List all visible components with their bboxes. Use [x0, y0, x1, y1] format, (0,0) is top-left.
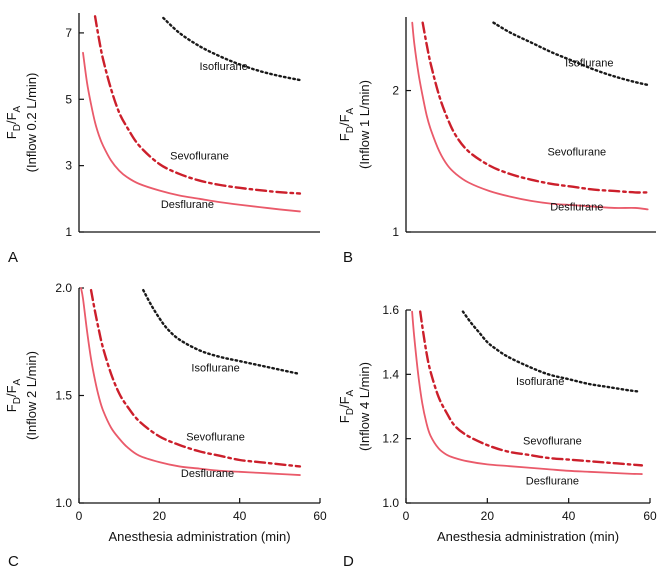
panel-letter: D: [343, 553, 354, 570]
y-axis-label-subscript: D: [12, 397, 23, 404]
y-tick-label: 5: [65, 92, 72, 106]
y-tick-label: 3: [65, 159, 72, 173]
y-axis-label-text: /F: [4, 112, 19, 124]
isoflurane-curve: [142, 288, 302, 376]
y-tick-label: 1.0: [55, 496, 72, 510]
desflurane-curve: [411, 310, 643, 475]
desflurane-curve: [80, 287, 301, 476]
y-axis-label-text: F: [337, 415, 352, 423]
y-axis-label-ratio: FD/FA: [337, 107, 356, 141]
panel-letter: B: [343, 249, 353, 266]
y-axis-label-inflow: (Inflow 4 L/min): [357, 362, 372, 451]
y-axis-label-inflow: (Inflow 2 L/min): [24, 351, 39, 440]
isoflurane-label: Isoflurane: [191, 363, 239, 375]
isoflurane-curve: [461, 310, 639, 393]
sevoflurane-curve: [93, 15, 302, 195]
y-axis-label-inflow: (Inflow 1 L/min): [357, 80, 372, 169]
desflurane-label: Desflurane: [181, 468, 234, 480]
y-axis-label-subscript: D: [345, 126, 356, 133]
y-axis-label-inflow: (Inflow 0.2 L/min): [24, 73, 39, 173]
y-tick-label: 1.0: [382, 496, 399, 510]
x-tick-label: 0: [76, 509, 83, 523]
y-tick-label: 1: [65, 225, 72, 239]
y-axis-label-subscript: A: [345, 107, 356, 114]
x-tick-label: 60: [643, 509, 657, 523]
y-axis-label-text: /F: [337, 396, 352, 408]
y-axis-label-ratio: FD/FA: [4, 378, 23, 412]
y-axis-label-text: F: [337, 133, 352, 141]
sevoflurane-label: Sevoflurane: [547, 146, 606, 158]
panel-c: 1.0 1.5 2.0 0 20 40 60 Anesthesia administratio…: [4, 281, 327, 570]
desflurane-label: Desflurane: [161, 199, 214, 211]
y-axis-label-ratio: FD/FA: [337, 389, 356, 423]
y-tick-label: 2.0: [55, 281, 72, 295]
panel-letter: C: [8, 553, 19, 570]
y-tick-label: 1.4: [382, 367, 399, 381]
sevoflurane-label: Sevoflurane: [523, 435, 582, 447]
sevoflurane-label: Sevoflurane: [170, 151, 229, 163]
y-tick-label: 1.6: [382, 303, 399, 317]
desflurane-label: Desflurane: [550, 202, 603, 214]
sevoflurane-curve: [89, 288, 302, 468]
desflurane-label: Desflurane: [526, 475, 579, 487]
x-axis-label: Anesthesia administration (min): [108, 529, 290, 544]
y-tick-label: 7: [65, 26, 72, 40]
desflurane-curve: [411, 21, 649, 211]
y-tick-label: 1: [392, 225, 399, 239]
x-tick-label: 20: [481, 509, 495, 523]
y-axis-label-subscript: A: [12, 105, 23, 112]
y-axis-label-text: /F: [337, 114, 352, 126]
y-axis-label-text: F: [4, 404, 19, 412]
isoflurane-curve: [162, 16, 302, 82]
panel-letter: A: [8, 249, 18, 266]
x-tick-label: 40: [233, 509, 247, 523]
sevoflurane-label: Sevoflurane: [186, 431, 245, 443]
x-tick-label: 20: [153, 509, 167, 523]
y-axis-label-subscript: D: [345, 408, 356, 415]
y-axis-label-ratio: FD/FA: [4, 105, 23, 139]
y-axis-label-text: F: [4, 131, 19, 139]
y-axis-label-subscript: A: [12, 378, 23, 385]
isoflurane-curve: [492, 21, 649, 87]
x-tick-label: 60: [313, 509, 327, 523]
desflurane-curve: [82, 51, 301, 213]
y-tick-label: 1.2: [382, 432, 399, 446]
sevoflurane-curve: [421, 21, 649, 194]
x-tick-label: 40: [562, 509, 576, 523]
panel-d: 1.0 1.2 1.4 1.6 0 20 40 60 Anesthesia administra…: [337, 303, 657, 570]
y-axis-label-subscript: D: [12, 124, 23, 131]
panel-b: 1 2 FD/FA (Inflow 1 L/min) B Isoflurane Sevofl…: [337, 17, 656, 266]
isoflurane-label: Isoflurane: [565, 57, 613, 69]
y-tick-label: 2: [392, 84, 399, 98]
isoflurane-label: Isoflurane: [199, 61, 247, 73]
sevoflurane-curve: [419, 310, 644, 467]
x-tick-label: 0: [403, 509, 410, 523]
isoflurane-label: Isoflurane: [516, 376, 564, 388]
x-axis-label: Anesthesia administration (min): [437, 529, 619, 544]
y-axis-label-subscript: A: [345, 389, 356, 396]
y-tick-label: 1.5: [55, 389, 72, 403]
y-axis-label-text: /F: [4, 385, 19, 397]
